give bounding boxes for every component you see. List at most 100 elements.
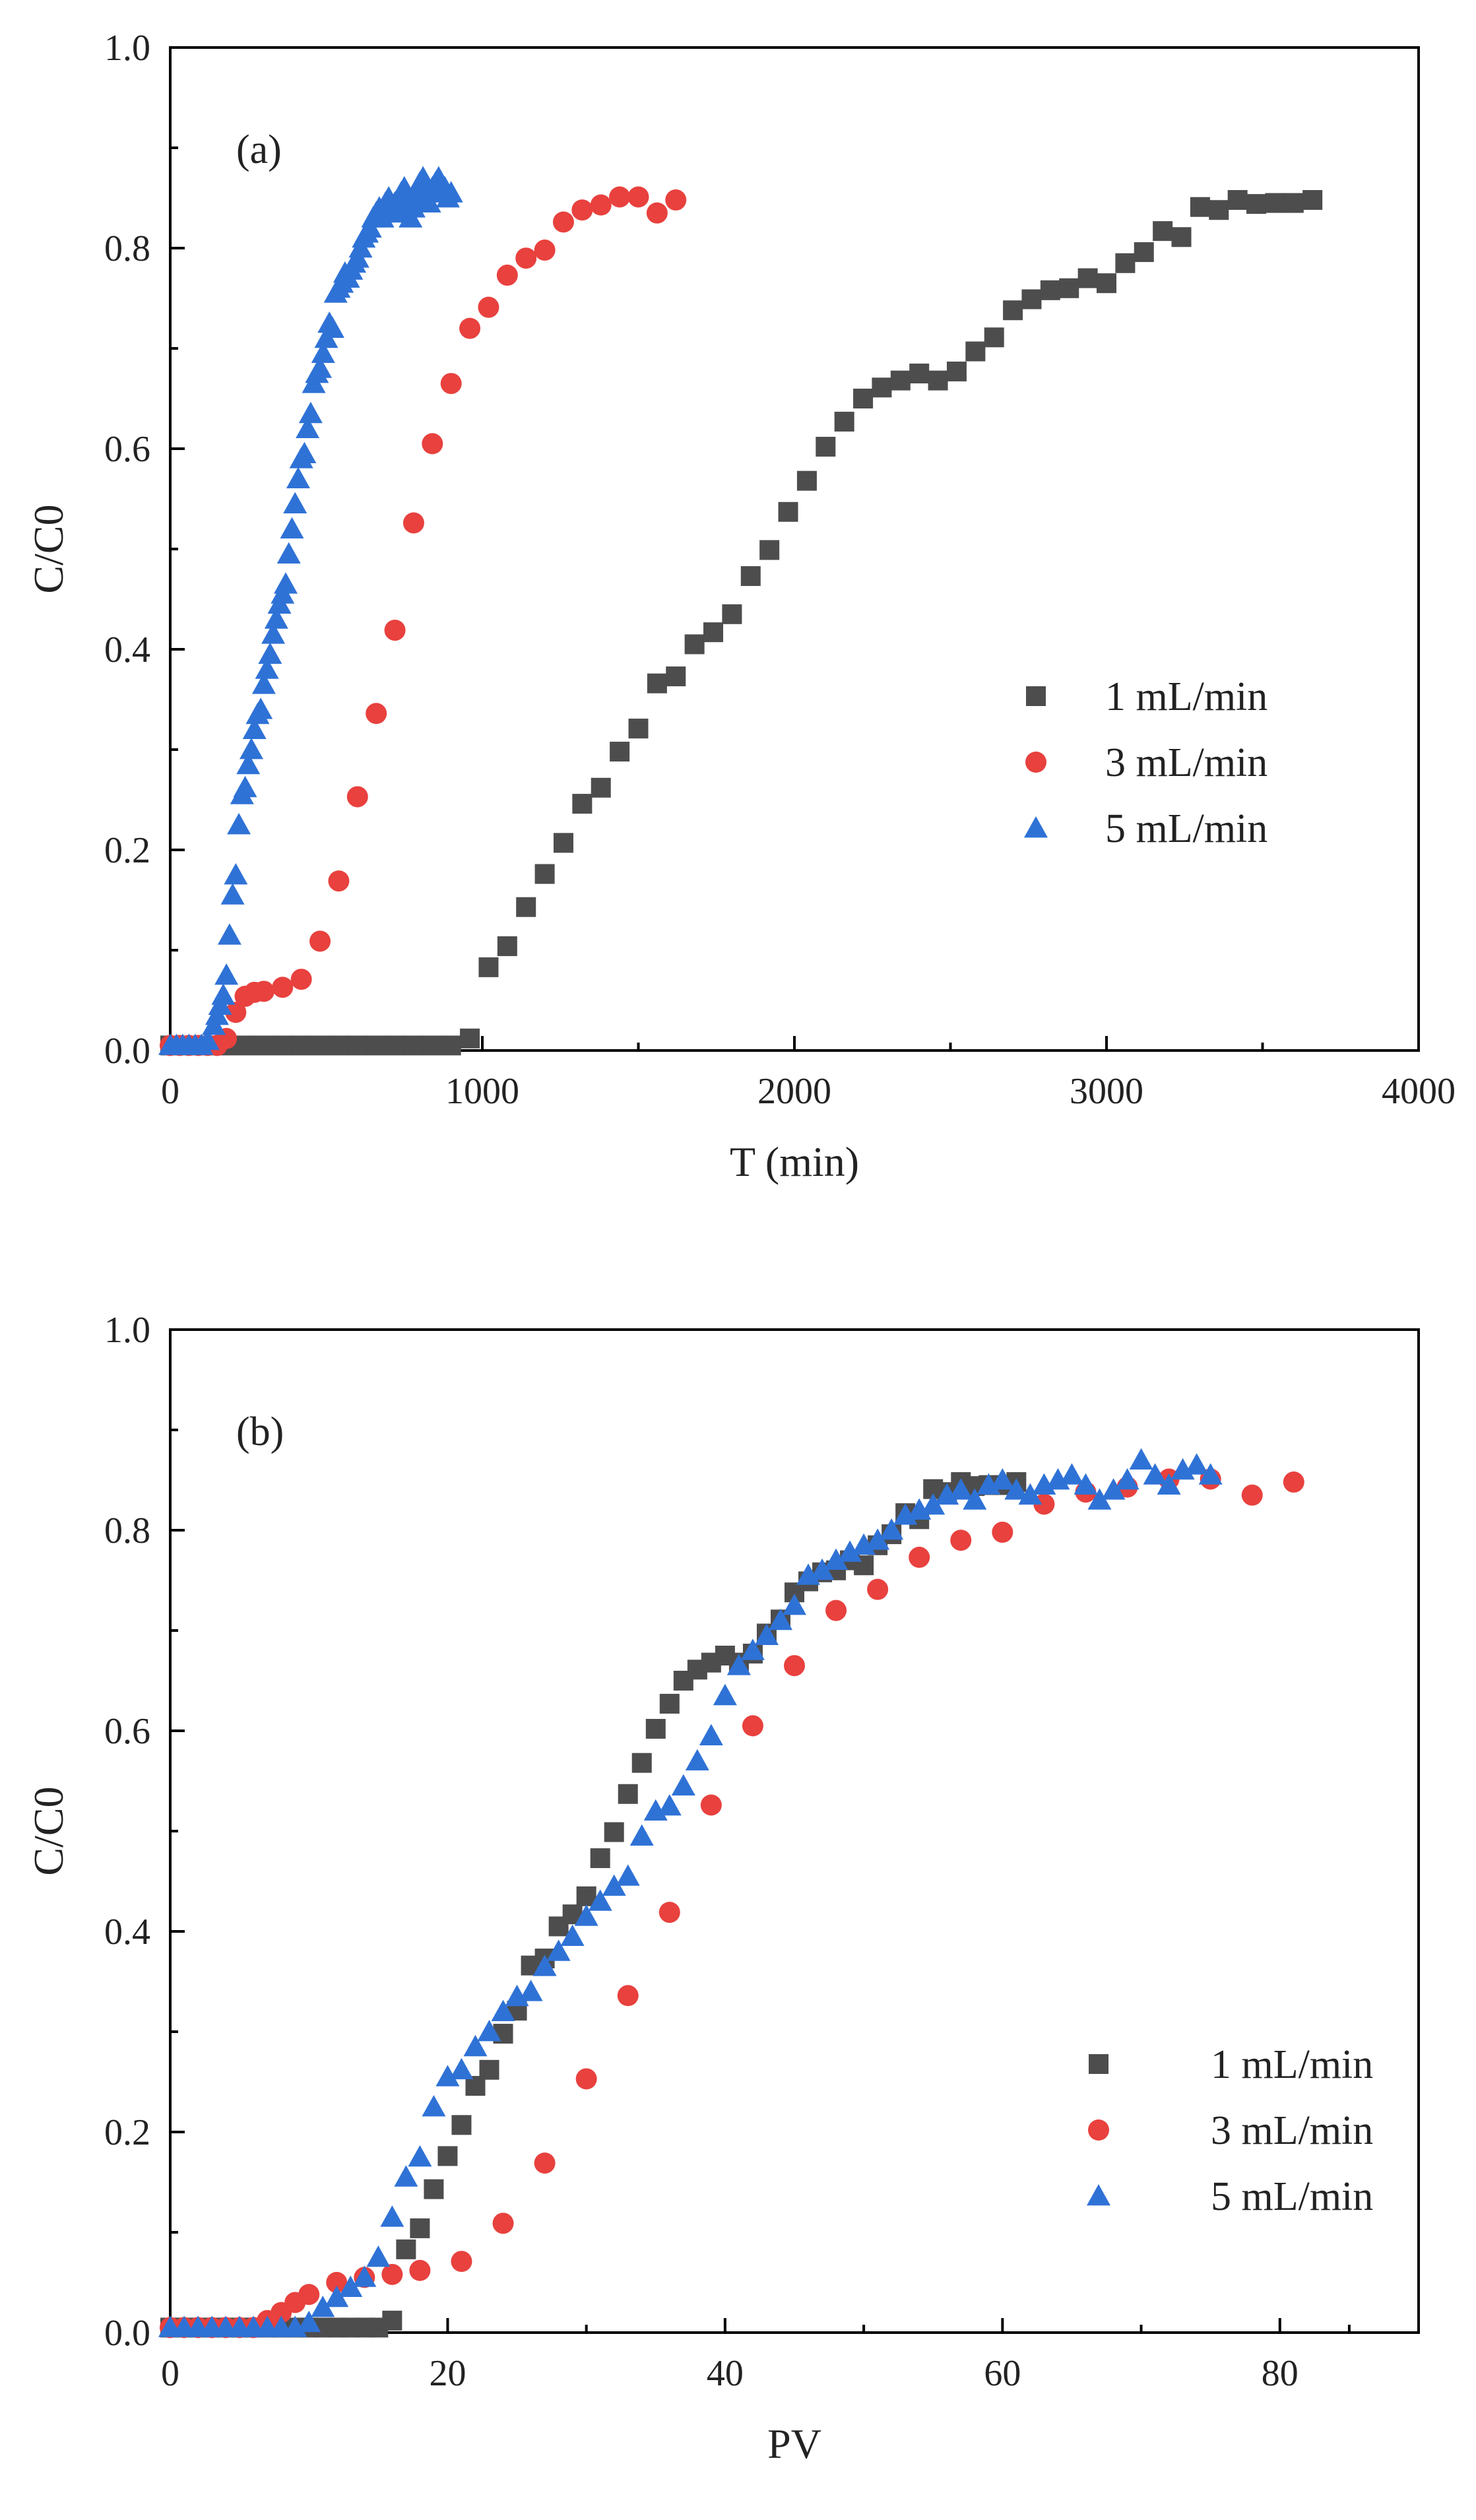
data-point xyxy=(946,361,967,381)
data-point xyxy=(1227,190,1248,210)
data-point xyxy=(308,356,333,378)
data-point xyxy=(1198,1463,1223,1485)
data-point xyxy=(571,199,593,221)
data-point xyxy=(298,401,323,424)
data-point xyxy=(195,1028,220,1050)
data-point xyxy=(280,517,304,538)
data-point xyxy=(424,2179,444,2199)
legend-marker xyxy=(1087,2184,1110,2206)
data-point xyxy=(496,265,518,286)
data-point xyxy=(439,181,463,203)
data-point xyxy=(759,540,780,560)
data-point xyxy=(1087,1488,1112,1510)
data-point xyxy=(1060,1463,1084,1485)
data-point xyxy=(921,1493,946,1515)
data-point xyxy=(671,1774,695,1795)
data-point xyxy=(346,786,368,808)
y-axis-title: C/C0 xyxy=(25,1786,72,1875)
data-point xyxy=(273,1035,293,1056)
data-point xyxy=(253,981,274,1002)
x-tick-label: 80 xyxy=(1262,2353,1299,2394)
data-point xyxy=(1209,200,1229,220)
data-point xyxy=(326,2272,348,2293)
data-point xyxy=(699,1724,723,1745)
data-point xyxy=(722,604,742,624)
data-point xyxy=(810,1558,835,1580)
data-point xyxy=(552,211,574,233)
data-point xyxy=(574,1904,598,1926)
data-point xyxy=(347,1035,368,1056)
data-point xyxy=(666,666,686,687)
data-point xyxy=(1074,1473,1098,1495)
data-point xyxy=(394,2165,418,2187)
data-point xyxy=(460,1028,480,1049)
chart-panel-a: 0 1000 2000 3000 4000 0.0 0.2 0.4 0.6 0.8 1.0 T (mi… xyxy=(25,28,1456,1185)
data-point xyxy=(449,2057,474,2080)
x-tick-label: 0 xyxy=(161,2353,179,2394)
data-point xyxy=(990,1468,1015,1490)
data-point xyxy=(816,436,836,457)
data-point xyxy=(463,2034,488,2057)
data-point xyxy=(1021,289,1042,309)
data-point xyxy=(631,1753,652,1773)
data-point xyxy=(965,341,986,362)
data-point xyxy=(1241,1484,1263,1506)
data-point xyxy=(459,317,481,339)
data-point xyxy=(647,673,667,694)
data-point xyxy=(328,870,350,892)
data-point xyxy=(258,642,282,664)
y-tick-label: 0.0 xyxy=(104,1031,150,1072)
y-tick-label: 0.6 xyxy=(104,1711,150,1752)
y-tick-label: 0.8 xyxy=(104,1510,150,1551)
chart-panel-b: 0 20 40 60 80 0.0 0.2 0.4 0.6 0.8 1.0 PV C/C0 (b) 1 mL… xyxy=(25,1310,1420,2467)
data-point xyxy=(657,1794,682,1816)
data-point xyxy=(646,202,668,224)
data-point xyxy=(249,697,273,719)
data-point xyxy=(602,1874,626,1896)
data-point xyxy=(408,2145,432,2167)
data-point xyxy=(853,389,874,408)
data-point xyxy=(1302,190,1323,210)
data-point xyxy=(825,1599,847,1621)
data-point xyxy=(366,703,387,725)
data-point xyxy=(1059,278,1079,298)
data-point xyxy=(227,813,251,835)
data-point xyxy=(297,2310,321,2333)
y-tick-label: 0.6 xyxy=(104,429,150,470)
data-point xyxy=(497,936,517,956)
panel-label: (a) xyxy=(236,127,282,172)
data-point xyxy=(422,1035,443,1056)
series-5-ml-min xyxy=(158,1448,1223,2337)
data-point xyxy=(311,2296,335,2317)
data-point xyxy=(713,1683,737,1706)
y-axis-title: C/C0 xyxy=(25,504,72,593)
data-point xyxy=(291,1035,311,1056)
data-point xyxy=(1004,1478,1029,1500)
data-point xyxy=(984,327,1004,348)
data-point xyxy=(1190,197,1210,217)
data-point xyxy=(1283,193,1304,213)
data-point xyxy=(211,983,236,1005)
data-point xyxy=(546,1939,571,1961)
data-point xyxy=(1040,280,1060,300)
series-5-ml-min xyxy=(158,166,463,1055)
data-point xyxy=(703,622,724,643)
data-point xyxy=(478,296,499,318)
data-point xyxy=(214,963,239,985)
data-point xyxy=(628,719,649,739)
data-point xyxy=(417,191,441,212)
data-point xyxy=(742,1715,763,1737)
data-point xyxy=(491,1999,515,2021)
y-tick-label: 0.4 xyxy=(104,1912,150,1953)
data-point xyxy=(872,377,892,398)
y-tick-label: 1.0 xyxy=(104,28,150,69)
series-3-ml-min xyxy=(160,1468,1304,2339)
data-point xyxy=(477,2020,501,2042)
data-point xyxy=(534,2152,556,2174)
data-point xyxy=(296,416,320,438)
data-point xyxy=(435,2065,460,2086)
data-point xyxy=(261,622,286,644)
data-point xyxy=(629,1824,654,1846)
data-point xyxy=(385,1035,405,1056)
data-point xyxy=(380,2205,404,2227)
